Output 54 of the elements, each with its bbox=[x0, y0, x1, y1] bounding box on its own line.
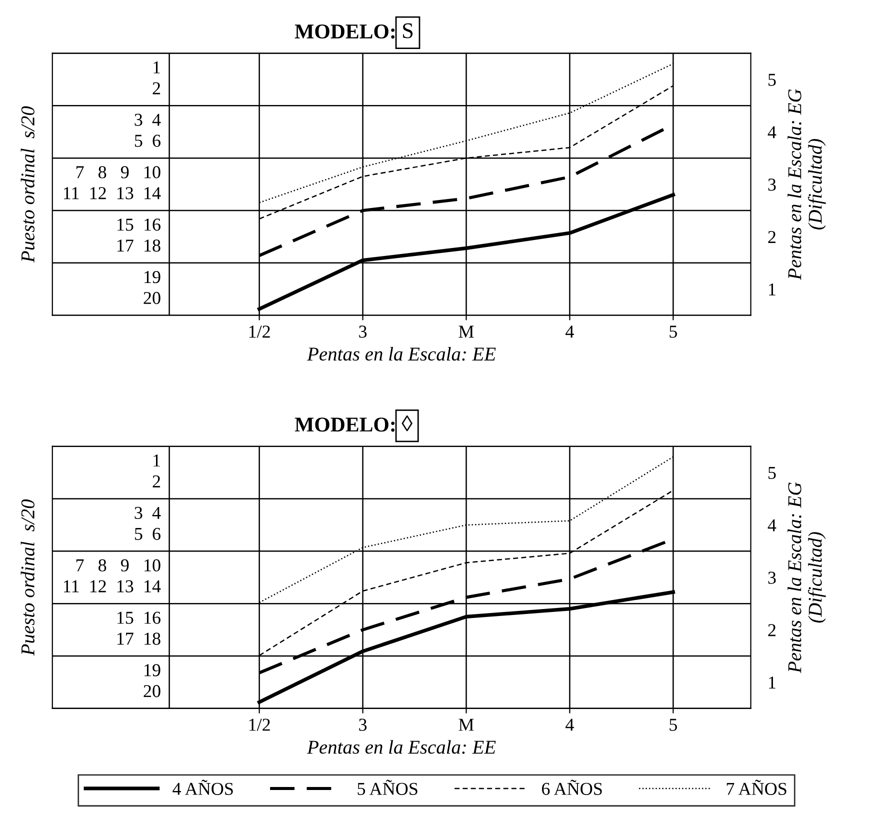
x-tick-label: M bbox=[458, 718, 474, 731]
y-tick-label: 4 bbox=[768, 126, 776, 138]
x-tick-label: 4 bbox=[566, 326, 574, 338]
y-tick-label: 2 bbox=[768, 231, 776, 243]
legend-label: 6 AÑOS bbox=[542, 780, 602, 795]
y-tick-label: 2 bbox=[768, 624, 776, 636]
y-tick-label: 1 bbox=[769, 676, 776, 688]
y-tick-label: 3 bbox=[768, 572, 776, 584]
y-tick-label: 3 bbox=[768, 178, 776, 191]
chart-subtitle: S bbox=[403, 23, 413, 38]
x-tick-label: 1/2 bbox=[249, 718, 270, 731]
text: Puesto ordinal s/20 bbox=[20, 106, 34, 263]
x-axis-title: Pentas en la Escala: EE bbox=[306, 346, 496, 361]
text: 1 bbox=[154, 454, 160, 466]
text: 3 4 bbox=[134, 506, 161, 520]
chart-title: MODELO: bbox=[294, 24, 395, 39]
x-tick-label: M bbox=[458, 326, 474, 338]
text: 2 bbox=[152, 82, 160, 94]
text: 19 bbox=[144, 664, 160, 676]
y-tick-label: 5 bbox=[768, 467, 776, 480]
text: 11 12 13 14 bbox=[64, 187, 161, 200]
y-tick-label: 5 bbox=[768, 74, 776, 86]
text: 20 bbox=[144, 292, 160, 304]
text: 1 bbox=[154, 61, 160, 74]
text: 15 16 bbox=[117, 218, 160, 231]
text: 20 bbox=[144, 685, 160, 698]
chart-title: MODELO: bbox=[294, 418, 395, 432]
text: Puesto ordinal s/20 bbox=[20, 499, 34, 656]
text: 7 8 9 10 bbox=[76, 559, 160, 572]
y-tick-label: 1 bbox=[769, 283, 776, 296]
x-tick-label: 5 bbox=[670, 718, 677, 731]
text: 5 6 bbox=[134, 528, 160, 540]
x-axis-title: Pentas en la Escala: EE bbox=[306, 740, 496, 754]
legend-label: 5 AÑOS bbox=[358, 780, 418, 795]
legend-label: 4 AÑOS bbox=[172, 780, 233, 795]
text: 2 bbox=[152, 475, 160, 488]
y-axis-title: Pentas en la Escala: EG (Dificultad) bbox=[788, 482, 826, 674]
y-tick-label: 4 bbox=[768, 519, 776, 532]
x-tick-label: 3 bbox=[359, 718, 367, 731]
x-tick-label: 4 bbox=[566, 718, 574, 731]
text: 7 8 9 10 bbox=[76, 166, 160, 178]
text: 19 bbox=[144, 271, 160, 284]
text: 5 6 bbox=[134, 134, 160, 147]
chart-subtitle: ◊ bbox=[402, 416, 412, 432]
y-axis-title: Pentas en la Escala: EG (Dificultad) bbox=[788, 89, 826, 280]
x-tick-label: 3 bbox=[359, 326, 367, 338]
legend-label: 7 AÑOS bbox=[726, 780, 786, 795]
x-tick-label: 5 bbox=[670, 326, 677, 338]
text: 17 18 bbox=[117, 632, 160, 645]
text: 3 4 bbox=[134, 114, 161, 126]
text: 17 18 bbox=[117, 240, 160, 252]
text: 11 12 13 14 bbox=[64, 580, 161, 592]
x-tick-label: 1/2 bbox=[249, 326, 270, 338]
text: 15 16 bbox=[117, 612, 160, 624]
